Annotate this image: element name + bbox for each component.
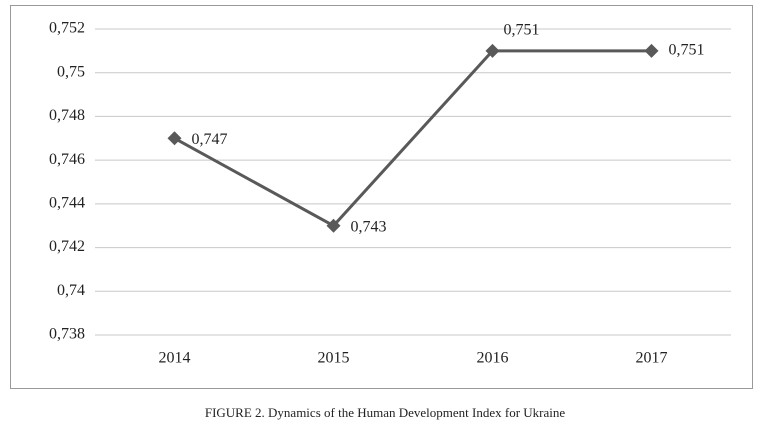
x-tick-label: 2014 [159,350,191,367]
x-tick-label: 2015 [318,350,350,367]
marker [644,43,659,58]
marker [485,43,500,58]
line [173,49,652,228]
y-tick-label: 0,75 [57,63,85,80]
y-tick-label: 0,746 [49,151,85,168]
y-tick-label: 0,738 [49,326,85,343]
x-tick-label: 2017 [636,350,668,367]
y-tick-label: 0,74 [57,282,85,299]
y-tick-label: 0,744 [49,195,85,212]
y-tick-label: 0,752 [49,20,85,37]
y-tick-label: 0,742 [49,238,85,255]
x-tick-label: 2016 [477,350,509,367]
marker [167,131,182,146]
data-label: 0,743 [351,218,387,235]
data-label: 0,751 [669,42,705,59]
chart-border [10,5,753,389]
data-label: 0,751 [504,22,540,39]
marker [326,218,341,233]
y-tick-label: 0,748 [49,107,85,124]
data-label: 0,747 [192,131,228,148]
chart-title: FIGURE 2. Dynamics of the Human Developm… [205,405,566,420]
